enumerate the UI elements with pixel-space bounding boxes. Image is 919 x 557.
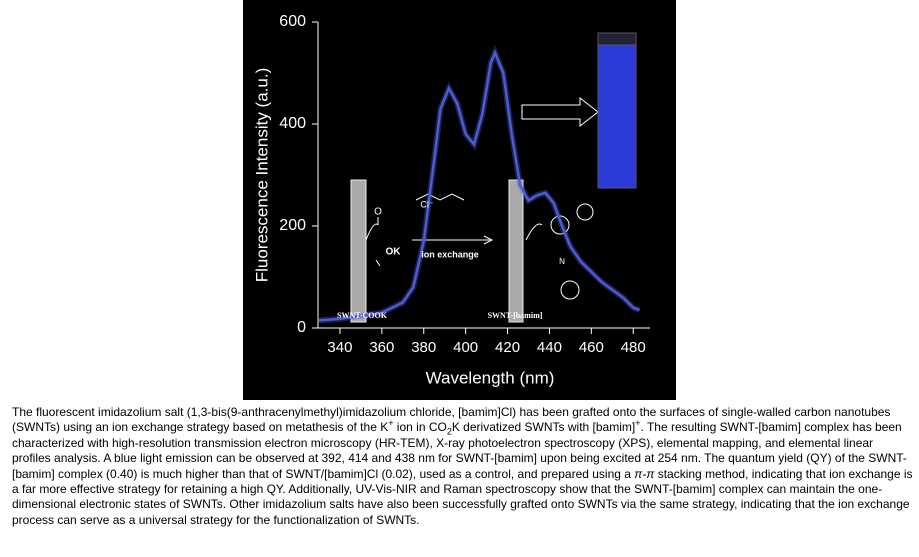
annotation: ion exchange	[421, 249, 479, 259]
x-tick-label: 380	[411, 339, 436, 356]
molecule-sketch	[415, 193, 543, 241]
x-tick-label: 420	[495, 339, 520, 356]
caption-text: π-π	[634, 466, 655, 481]
annotation: O	[374, 207, 382, 218]
annotation: SWNT-COOK	[337, 311, 388, 320]
vial-cap	[597, 32, 637, 46]
caption-text: . The resulting SWNT-[bamim] complex has…	[12, 420, 907, 481]
bond	[365, 217, 381, 267]
annotation: OK	[386, 247, 402, 258]
annotation: SWNT-[bamim]	[488, 311, 543, 320]
ring	[560, 280, 580, 300]
vial	[597, 44, 637, 189]
annotation: Cl⁻	[420, 199, 433, 209]
y-tick-label: 0	[297, 319, 306, 336]
y-axis-title: Fluorescence Intensity (a.u.)	[252, 68, 271, 282]
x-tick-label: 340	[327, 339, 352, 356]
caption-text: 2	[446, 426, 452, 437]
x-tick-label: 460	[579, 339, 604, 356]
caption-text: stacking method, indicating that ion exc…	[12, 466, 913, 527]
x-tick-label: 440	[537, 339, 562, 356]
caption: The fluorescent imidazolium salt (1,3-bi…	[12, 405, 914, 528]
caption-text: +	[388, 418, 394, 429]
y-tick-label: 400	[279, 115, 306, 132]
caption-text: +	[635, 418, 641, 429]
nanotube	[350, 179, 367, 323]
ring	[550, 215, 570, 235]
figure: Wavelength (nm) Fluorescence Intensity (…	[243, 0, 676, 400]
nanotube	[508, 179, 524, 323]
caption-text: The fluorescent imidazolium salt (1,3-bi…	[12, 405, 891, 435]
y-tick-label: 200	[279, 217, 306, 234]
y-tick-label: 600	[279, 13, 306, 30]
spectrum-line	[318, 49, 640, 322]
x-tick-label: 480	[621, 339, 646, 356]
x-axis-title: Wavelength (nm)	[426, 368, 555, 387]
annotation: N	[559, 257, 565, 266]
big-arrow	[521, 96, 599, 128]
ring	[576, 203, 594, 221]
caption-text: ion in CO	[393, 420, 447, 435]
x-tick-label: 360	[369, 339, 394, 356]
x-tick-label: 400	[453, 339, 478, 356]
caption-text: K derivatized SWNTs with [bamim]	[451, 420, 636, 435]
